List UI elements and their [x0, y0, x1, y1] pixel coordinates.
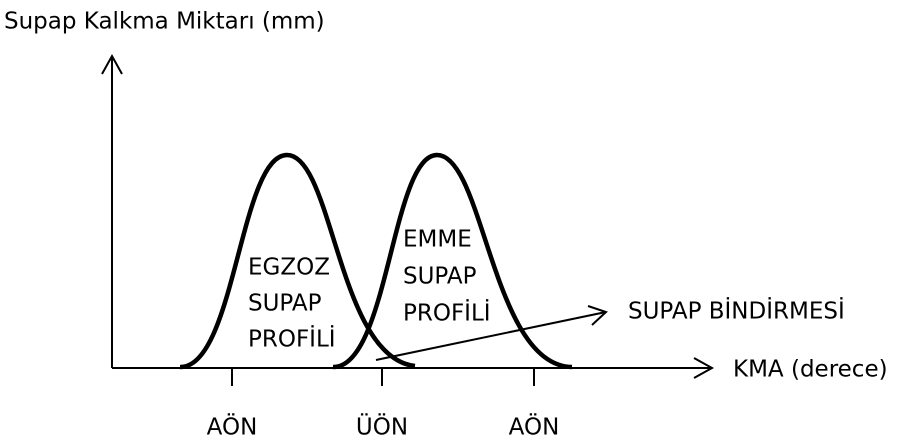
x-axis-arrow: [693, 357, 715, 379]
exhaust-curve: [179, 152, 416, 370]
annotation-arrowhead: [587, 305, 608, 326]
tick-label: AÖN: [509, 413, 560, 441]
y-axis-label: Supap Kalkma Miktarı (mm): [4, 9, 325, 35]
x-axis-label: KMA (derece): [733, 357, 888, 383]
annotation: SUPAP BİNDİRMESİ: [628, 297, 845, 325]
y-axis-arrow: [101, 53, 123, 75]
intake-curve: [332, 152, 573, 370]
curve-label: PROFİLİ: [248, 325, 336, 353]
tick-label: ÜÖN: [356, 413, 408, 441]
curve-label: PROFİLİ: [403, 299, 491, 327]
curve-label: SUPAP: [248, 291, 322, 317]
tick-label: AÖN: [207, 413, 258, 441]
curve-label: EGZOZ: [248, 255, 330, 281]
annotation-arrow: [375, 311, 607, 361]
curve-label: SUPAP: [403, 264, 477, 290]
curve-label: EMME: [403, 227, 472, 253]
